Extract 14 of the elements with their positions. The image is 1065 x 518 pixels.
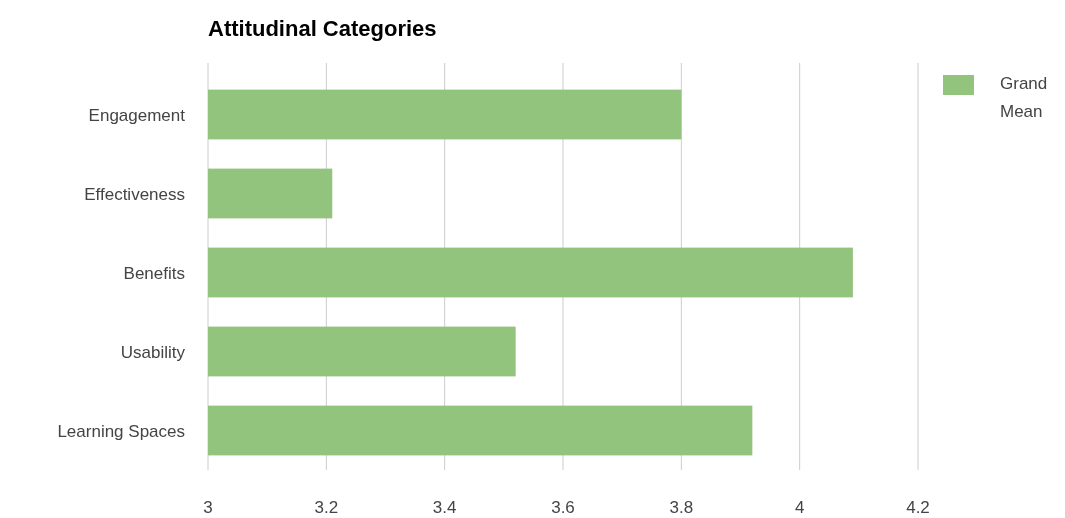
chart-title: Attitudinal Categories [208,16,437,41]
legend-label: Grand Mean [1000,74,1048,121]
y-tick-label: Learning Spaces [57,421,185,441]
x-tick-label: 3 [203,498,213,517]
x-tick-label: 3.8 [669,498,694,517]
x-tick-label: 4.2 [906,498,930,517]
x-tick-label: 3.2 [314,498,339,517]
x-tick-label: 4 [794,498,805,517]
y-tick-label: Engagement [88,105,186,125]
y-tick-label: Usability [120,342,186,362]
y-tick-label: Benefits [123,263,185,283]
x-tick-label: 3.6 [551,498,575,517]
x-tick-label: 3.4 [432,498,457,517]
y-tick-label: Effectiveness [84,184,185,204]
